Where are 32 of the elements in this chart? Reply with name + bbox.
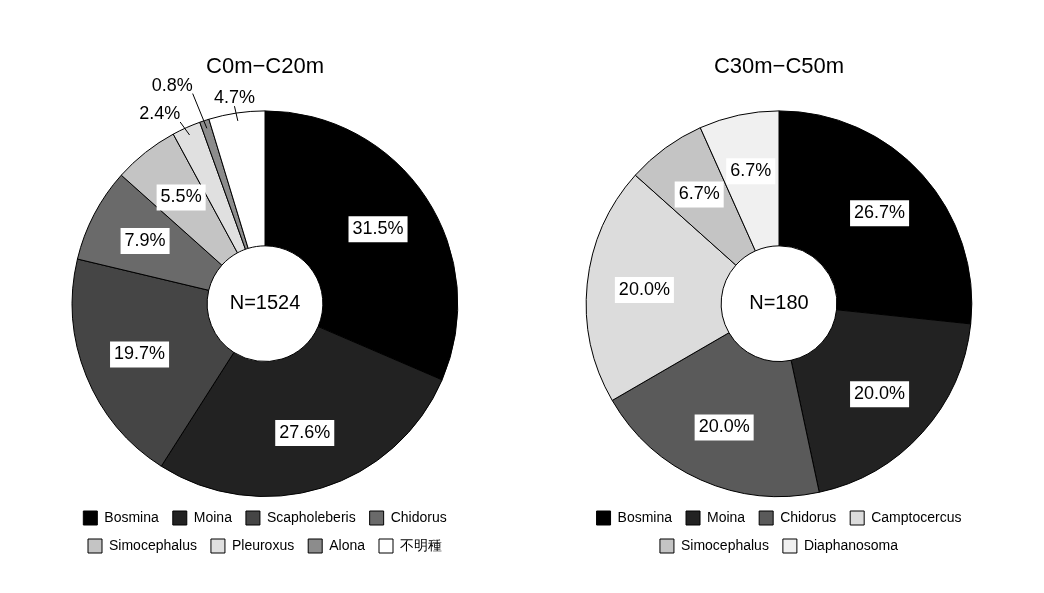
legend-label: Alona xyxy=(329,536,366,553)
legend-label: Camptocercus xyxy=(871,508,962,525)
legend-label: Moina xyxy=(193,508,233,525)
legend-label: Chidorus xyxy=(780,508,837,525)
data-label: 26.7% xyxy=(854,202,906,223)
legend-label: Moina xyxy=(707,508,746,525)
legend-label: Pleuroxus xyxy=(231,536,295,553)
data-label: 2.4% xyxy=(139,102,181,123)
legend-label: Chidorus xyxy=(390,508,447,525)
chart-title: C0m−C20m xyxy=(206,53,324,79)
data-label: 6.7% xyxy=(678,183,720,204)
legend-label: 不明種 xyxy=(400,536,442,553)
text: N=180 xyxy=(749,291,809,314)
legend-label: Simocephalus xyxy=(109,536,197,553)
legend-label: Bosmina xyxy=(104,508,160,525)
data-label: 4.7% xyxy=(213,87,255,108)
data-label: 5.5% xyxy=(160,186,202,207)
chart-title: C30m−C50m xyxy=(713,53,845,79)
data-label: 31.5% xyxy=(352,218,404,239)
data-label: 20.0% xyxy=(854,383,906,404)
legend-label: Scapholeberis xyxy=(266,508,356,525)
legend-label: Simocephalus xyxy=(680,536,769,553)
data-label: 7.9% xyxy=(124,229,166,250)
text: N=1524 xyxy=(229,291,301,314)
data-label: 20.0% xyxy=(698,416,750,437)
legend-label: Bosmina xyxy=(617,508,673,525)
data-label: 27.6% xyxy=(279,422,331,443)
data-label: 6.7% xyxy=(730,160,772,181)
data-label: 0.8% xyxy=(151,74,193,95)
legend-label: Diaphanosoma xyxy=(803,536,899,553)
data-label: 20.0% xyxy=(618,278,670,299)
data-label: 19.7% xyxy=(114,343,166,364)
